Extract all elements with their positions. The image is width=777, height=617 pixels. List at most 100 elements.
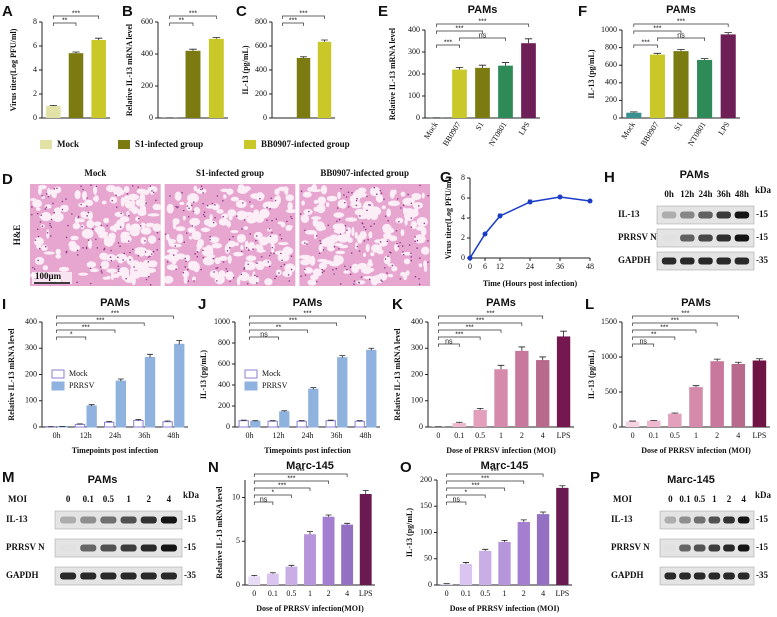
alveolus <box>108 239 116 244</box>
alveolus <box>259 208 270 219</box>
alveolus <box>359 193 368 198</box>
alveolus <box>135 216 140 222</box>
error-bar <box>281 410 288 412</box>
alveolus <box>140 236 147 245</box>
column-header: MOI <box>8 494 27 504</box>
alveolus <box>55 248 61 255</box>
alveolus <box>410 220 417 230</box>
alveolus <box>116 219 125 230</box>
nucleus <box>103 247 106 250</box>
alveolus <box>78 218 85 223</box>
alveolus <box>235 199 247 209</box>
alveolus <box>200 227 211 233</box>
nucleus <box>240 273 243 276</box>
significance-bracket <box>436 44 460 48</box>
nucleus <box>95 185 98 188</box>
nucleus <box>363 226 365 228</box>
nucleus <box>145 202 147 205</box>
alveolus <box>423 260 428 268</box>
significance-label: *** <box>455 331 463 338</box>
nucleus <box>202 213 205 216</box>
blot-band <box>698 257 713 265</box>
alveolus <box>305 257 312 262</box>
alveolus <box>196 188 207 194</box>
alveolus <box>388 235 398 242</box>
legend-swatch <box>244 140 256 149</box>
nucleus <box>202 192 204 194</box>
nucleus <box>366 209 368 212</box>
nucleus <box>427 261 429 263</box>
error-bar <box>106 421 113 423</box>
nucleus <box>117 256 119 259</box>
alveolus <box>70 235 79 241</box>
alveolus <box>264 278 273 286</box>
alveolus <box>187 193 199 204</box>
nucleus <box>206 204 209 207</box>
nucleus <box>318 252 321 255</box>
nucleus <box>85 246 88 249</box>
alveolus <box>374 239 384 244</box>
significance-label: ** <box>276 324 282 331</box>
alveolus <box>41 195 45 199</box>
nucleus <box>396 242 398 245</box>
alveolus <box>78 202 87 208</box>
alveolus <box>230 196 239 202</box>
alveolus <box>103 217 110 224</box>
alveolus <box>227 209 237 217</box>
alveolus <box>84 199 94 207</box>
nucleus <box>280 237 283 240</box>
nucleus <box>386 240 389 243</box>
x-tick-label: 2 <box>715 431 719 440</box>
alveolus <box>225 271 234 280</box>
y-tick-label: 600 <box>255 41 267 50</box>
lane-label: 36h <box>717 189 731 199</box>
alveolus <box>418 263 423 268</box>
error-bar <box>559 485 566 488</box>
nucleus <box>288 280 291 282</box>
nucleus <box>281 259 283 262</box>
x-tick-label: 4 <box>736 431 740 440</box>
significance-bracket <box>253 501 274 505</box>
alveolus <box>227 240 237 248</box>
x-tick-label: 0.5 <box>286 589 296 598</box>
x-tick-label: 0.1 <box>268 589 278 598</box>
error-bar <box>560 330 567 337</box>
significance-bracket <box>459 37 506 41</box>
significance-bracket <box>249 336 279 340</box>
nucleus <box>248 249 250 251</box>
significance-bracket <box>436 30 483 34</box>
lane-label: 0.1 <box>83 494 95 504</box>
nucleus <box>61 200 64 203</box>
blot-band <box>737 572 750 580</box>
alveolus <box>150 190 154 195</box>
nucleus <box>47 195 50 198</box>
significance-bracket <box>633 23 729 27</box>
legend-label: PRRSV <box>262 381 288 390</box>
alveolus <box>152 203 162 210</box>
error-bar <box>539 511 547 515</box>
alveolus <box>218 256 228 261</box>
y-tick-label: 200 <box>218 401 230 410</box>
nucleus <box>380 192 383 194</box>
legend-swatch <box>40 140 52 149</box>
error-bar <box>288 564 295 567</box>
nucleus <box>286 220 288 223</box>
nucleus <box>369 204 371 206</box>
alveolus <box>121 273 130 281</box>
nucleus <box>196 251 199 253</box>
x-tick-label: 0h <box>53 431 61 440</box>
y-tick-label: 400 <box>408 25 420 34</box>
lane-label: 2 <box>147 494 152 504</box>
blot-band <box>160 544 177 552</box>
significance-label: ** <box>651 331 657 338</box>
nucleus <box>196 255 199 258</box>
nucleus <box>274 199 277 202</box>
nucleus <box>138 217 140 220</box>
nucleus <box>416 247 418 249</box>
blot-band <box>664 544 677 552</box>
alveolus <box>83 215 87 219</box>
panel-letter: B <box>122 3 133 20</box>
nucleus <box>39 221 42 223</box>
line <box>469 196 591 259</box>
